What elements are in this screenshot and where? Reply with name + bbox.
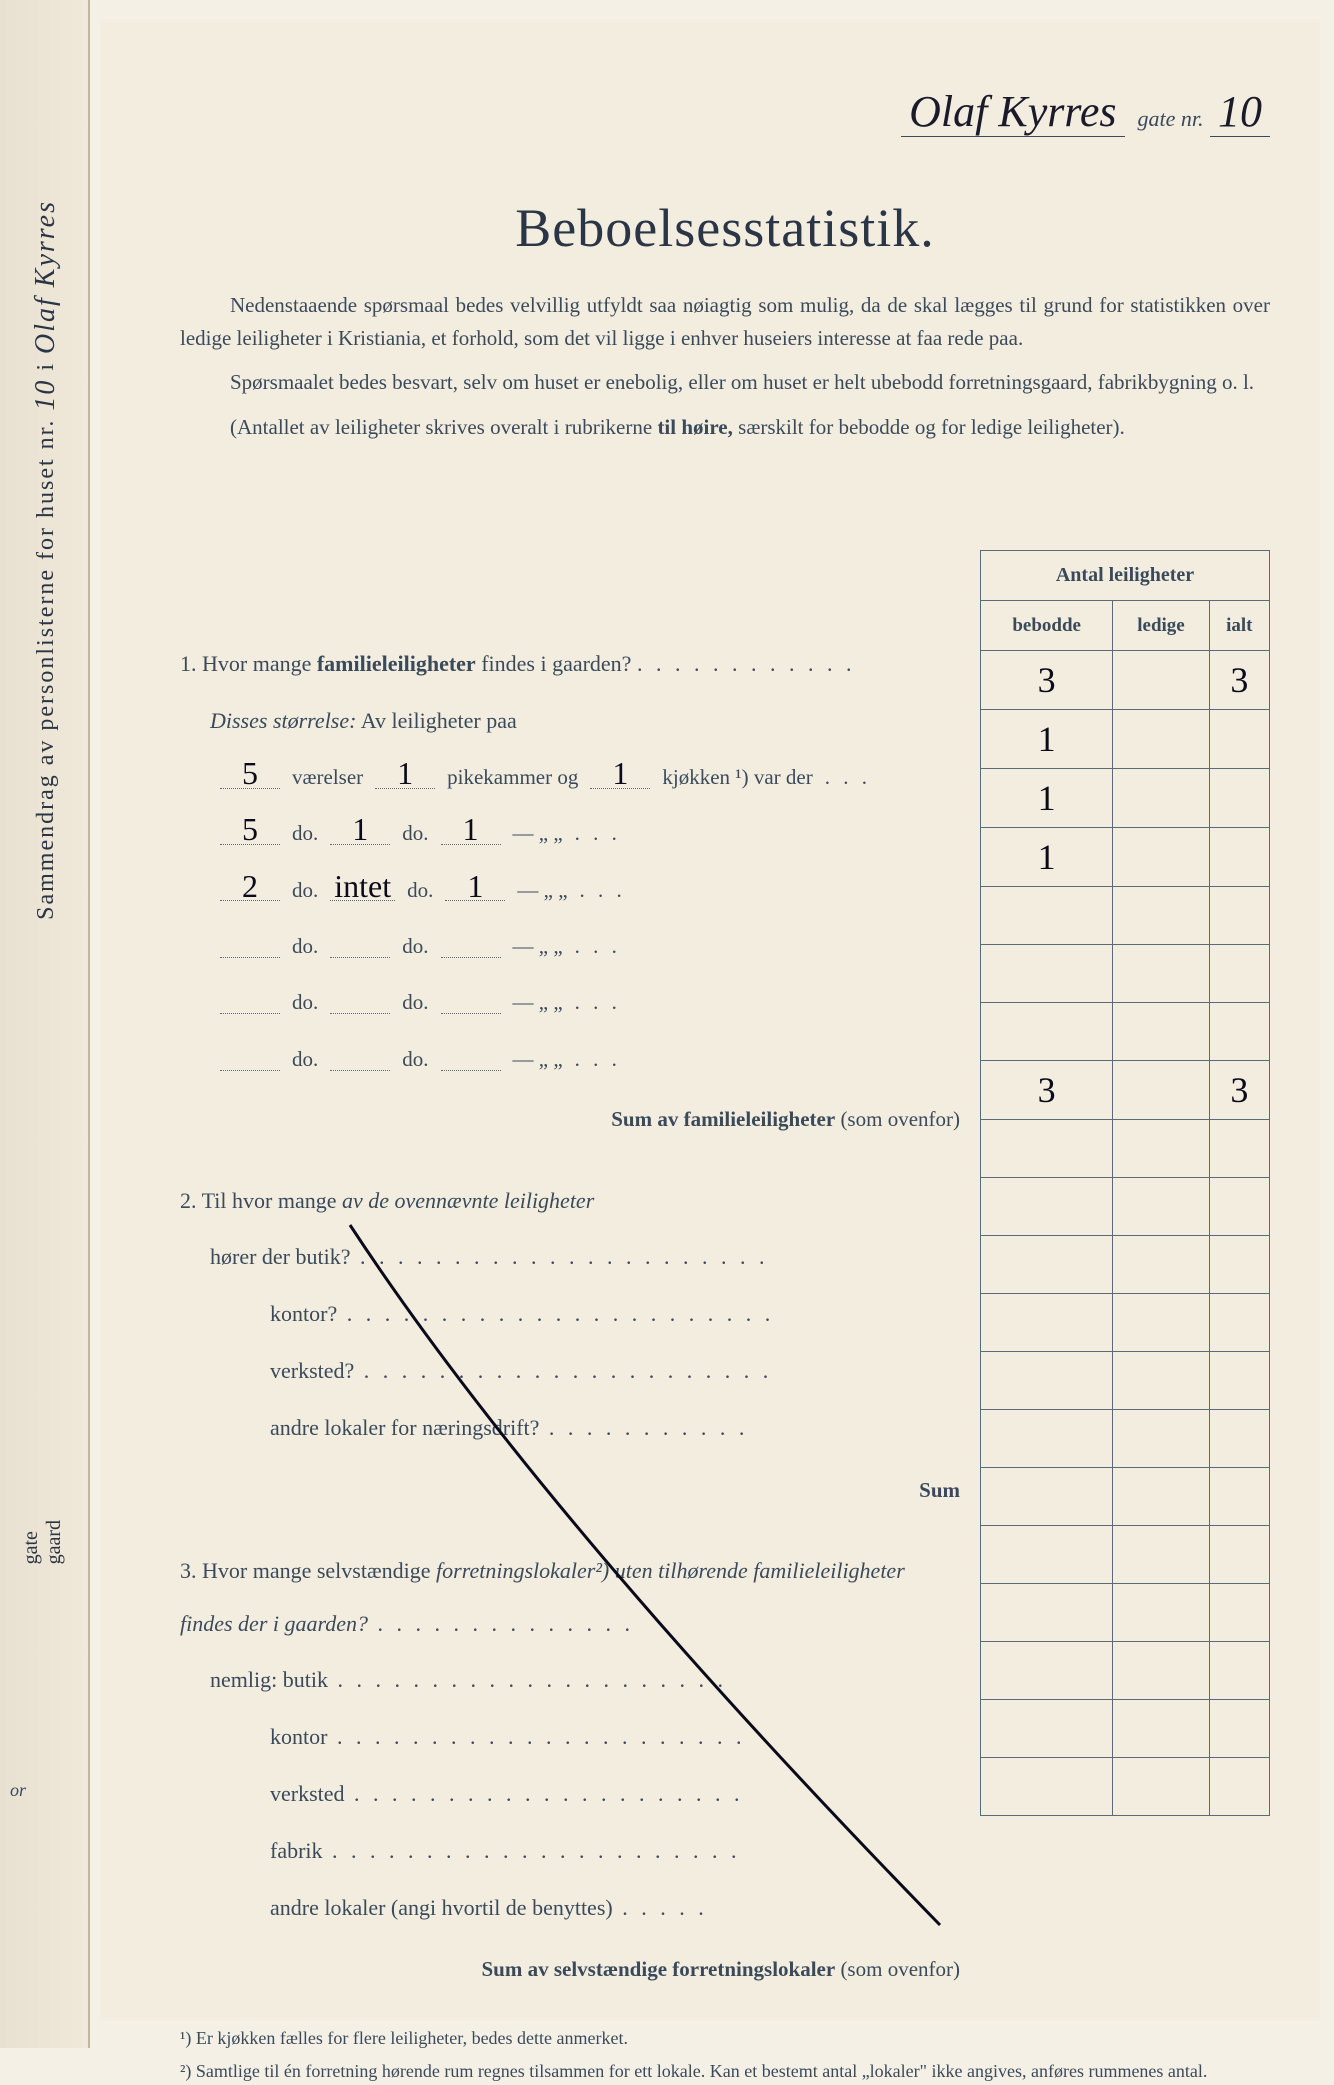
vaerelser-label: do. xyxy=(292,865,318,915)
counts-table-wrap: Antal leiligheter bebodde ledige ialt 3 … xyxy=(980,550,1270,1816)
row2-count: 1 xyxy=(981,769,1113,828)
vaerelser-label: do. xyxy=(292,977,318,1027)
pikekammer-label: do. xyxy=(402,808,428,858)
form-page: Olaf Kyrres gate nr. 10 Beboelsesstatist… xyxy=(100,20,1320,2020)
gate-number-handwritten: 10 xyxy=(1210,90,1270,137)
size-row: do. do. — „ „ . . . xyxy=(220,1034,960,1084)
gate-label: gate nr. xyxy=(1138,106,1204,131)
intro-p3: (Antallet av leiligheter skrives overalt… xyxy=(180,411,1270,444)
vaerelser-label: do. xyxy=(292,808,318,858)
spine-label: Sammendrag av personlisterne for huset n… xyxy=(33,419,59,920)
row3-count: 1 xyxy=(981,828,1113,887)
spine-gate: gate gaard xyxy=(20,1520,66,1564)
q1-ialt: 3 xyxy=(1209,651,1269,710)
pikekammer-label: do. xyxy=(402,921,428,971)
spine-i: i xyxy=(33,362,59,371)
col-ialt: ialt xyxy=(1209,601,1269,651)
kjokken-val: 1 xyxy=(441,815,501,845)
table-title: Antal leiligheter xyxy=(981,551,1270,601)
spine-number: 10 xyxy=(30,379,61,411)
kjokken-label: — „ „ xyxy=(513,808,563,858)
size-row: 2do.intetdo.1— „ „ . . . xyxy=(220,865,960,915)
form-title: Beboelsesstatistik. xyxy=(180,197,1270,259)
vaerelser-val xyxy=(220,1041,280,1071)
q3: 3. Hvor mange selvstændige forretningslo… xyxy=(180,1545,960,1995)
vaerelser-val: 5 xyxy=(220,759,280,789)
q1-disses: Disses størrelse: Av leiligheter paa xyxy=(210,695,960,748)
kjokken-label: — „ „ xyxy=(513,977,563,1027)
street-name-handwritten: Olaf Kyrres xyxy=(901,90,1124,137)
vaerelser-label: værelser xyxy=(292,752,363,802)
pikekammer-val xyxy=(330,1041,390,1071)
kjokken-val xyxy=(441,928,501,958)
vaerelser-label: do. xyxy=(292,1034,318,1084)
pikekammer-val xyxy=(330,984,390,1014)
kjokken-val xyxy=(441,1041,501,1071)
vaerelser-val xyxy=(220,928,280,958)
kjokken-label: — „ „ xyxy=(513,921,563,971)
q1-ledige xyxy=(1113,651,1209,710)
pikekammer-val xyxy=(330,928,390,958)
intro-p1: Nedenstaaende spørsmaal bedes velvillig … xyxy=(180,289,1270,354)
header-line: Olaf Kyrres gate nr. 10 xyxy=(180,90,1270,137)
pikekammer-val: 1 xyxy=(330,815,390,845)
size-row: do. do. — „ „ . . . xyxy=(220,977,960,1027)
kjokken-label: — „ „ xyxy=(517,865,567,915)
kjokken-label: — „ „ xyxy=(513,1034,563,1084)
row1-count: 1 xyxy=(981,710,1113,769)
q1-sum-line: Sum av familieleiligheter (som ovenfor) xyxy=(180,1094,960,1144)
pikekammer-label: do. xyxy=(402,977,428,1027)
kjokken-val: 1 xyxy=(445,872,505,902)
kjokken-val xyxy=(441,984,501,1014)
size-rows: 5 værelser 1 pikekammer og 1 kjøkken ¹) var d… xyxy=(180,752,960,1084)
footnotes: ¹) Er kjøkken fælles for flere leilighet… xyxy=(180,2025,1270,2085)
pikekammer-label: pikekammer og xyxy=(447,752,578,802)
col-ledige: ledige xyxy=(1113,601,1209,651)
counts-table: Antal leiligheter bebodde ledige ialt 3 … xyxy=(980,550,1270,1816)
q2: 2. Til hvor mange av de ovennævnte leili… xyxy=(180,1175,960,1515)
col-bebodde: bebodde xyxy=(981,601,1113,651)
side-or: or xyxy=(10,1780,26,1801)
vaerelser-label: do. xyxy=(292,921,318,971)
q1-sum-ialt: 3 xyxy=(1209,1061,1269,1120)
footnote-2: ²) Samtlige til én forretning hørende ru… xyxy=(180,2058,1270,2085)
q1-bebodde: 3 xyxy=(981,651,1113,710)
pikekammer-val: intet xyxy=(330,872,395,902)
kjokken-val: 1 xyxy=(590,759,650,789)
q1-sum-bebodde: 3 xyxy=(981,1061,1113,1120)
vaerelser-val: 5 xyxy=(220,815,280,845)
spine-street: Olaf Kyrres xyxy=(30,200,61,354)
intro-p2: Spørsmaalet bedes besvart, selv om huset… xyxy=(180,366,1270,399)
vaerelser-val xyxy=(220,984,280,1014)
pikekammer-val: 1 xyxy=(375,759,435,789)
q1-line: 1. Hvor mange familieleiligheter findes … xyxy=(180,638,960,691)
pikekammer-label: do. xyxy=(402,1034,428,1084)
kjokken-label: kjøkken ¹) var der xyxy=(662,752,812,802)
size-row: 5do.1do.1— „ „ . . . xyxy=(220,808,960,858)
size-row: do. do. — „ „ . . . xyxy=(220,921,960,971)
pikekammer-label: do. xyxy=(407,865,433,915)
vaerelser-val: 2 xyxy=(220,872,280,902)
size-row: 5 værelser 1 pikekammer og 1 kjøkken ¹) var d… xyxy=(220,752,960,802)
spine-text: Sammendrag av personlisterne for huset n… xyxy=(30,200,62,920)
